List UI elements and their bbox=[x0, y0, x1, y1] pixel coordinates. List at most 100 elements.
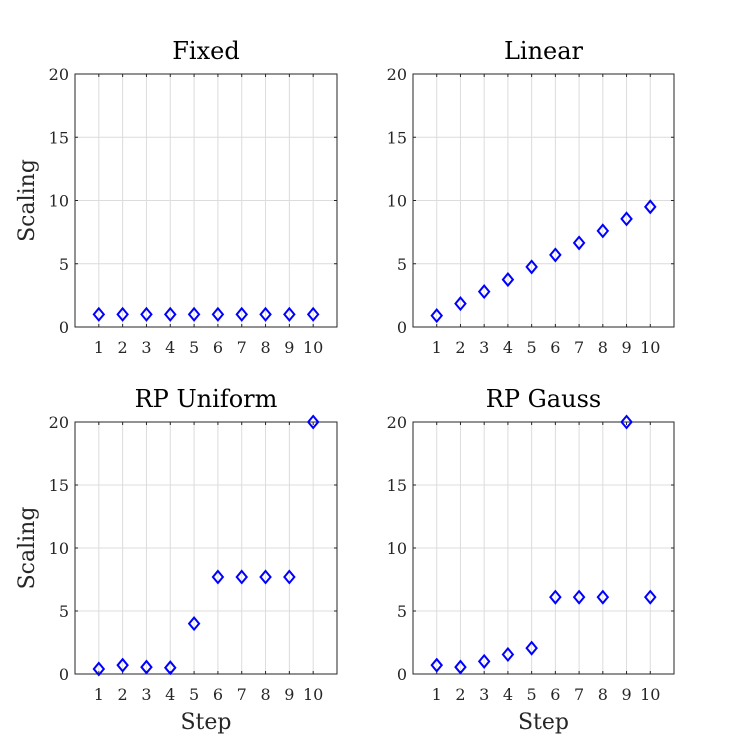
x-axis-label: Step bbox=[518, 710, 569, 735]
x-tick-label: 4 bbox=[503, 338, 513, 357]
x-tick-label: 10 bbox=[303, 338, 323, 357]
data-point bbox=[572, 589, 586, 605]
x-tick-label: 3 bbox=[479, 685, 489, 704]
x-tick-label: 6 bbox=[213, 685, 223, 704]
x-tick-label: 4 bbox=[165, 685, 175, 704]
data-point bbox=[116, 657, 129, 673]
x-tick-label: 10 bbox=[640, 685, 660, 704]
data-point bbox=[477, 284, 491, 300]
x-tick-label: 3 bbox=[141, 338, 151, 357]
y-tick-label: 0 bbox=[59, 318, 69, 337]
y-tick-label: 15 bbox=[387, 476, 407, 495]
data-point bbox=[525, 259, 538, 275]
x-tick-label: 7 bbox=[574, 685, 584, 704]
data-point bbox=[116, 306, 129, 322]
y-tick-label: 15 bbox=[49, 476, 69, 495]
data-point bbox=[525, 640, 538, 656]
data-point bbox=[283, 569, 296, 585]
y-tick-label: 15 bbox=[49, 128, 69, 147]
data-point bbox=[643, 589, 657, 605]
data-point bbox=[620, 414, 633, 430]
y-tick-label: 10 bbox=[387, 539, 407, 558]
y-tick-label: 10 bbox=[49, 192, 69, 211]
x-tick-label: 2 bbox=[455, 685, 465, 704]
data-point bbox=[211, 306, 225, 322]
y-tick-label: 5 bbox=[397, 602, 407, 621]
data-point bbox=[306, 414, 320, 430]
x-tick-label: 5 bbox=[189, 338, 199, 357]
x-tick-label: 9 bbox=[284, 338, 294, 357]
y-tick-label: 10 bbox=[49, 539, 69, 558]
data-point bbox=[549, 247, 562, 263]
x-tick-label: 1 bbox=[432, 685, 442, 704]
data-point bbox=[92, 306, 106, 322]
y-tick-label: 5 bbox=[59, 602, 69, 621]
y-tick-label: 20 bbox=[49, 65, 69, 84]
x-tick-label: 2 bbox=[118, 685, 128, 704]
data-point bbox=[620, 211, 633, 227]
x-tick-label: 5 bbox=[527, 685, 537, 704]
x-tick-label: 2 bbox=[455, 338, 465, 357]
y-tick-label: 0 bbox=[397, 318, 407, 337]
x-tick-label: 7 bbox=[574, 338, 584, 357]
panel-title: Fixed bbox=[172, 37, 239, 65]
data-point bbox=[501, 646, 515, 663]
data-point bbox=[596, 589, 610, 605]
y-tick-label: 5 bbox=[397, 255, 407, 274]
y-tick-label: 10 bbox=[387, 192, 407, 211]
y-tick-label: 15 bbox=[387, 128, 407, 147]
panel-title: RP Gauss bbox=[486, 385, 601, 413]
x-tick-label: 3 bbox=[141, 685, 151, 704]
data-point bbox=[187, 306, 201, 322]
panel-rp-uniform: RP Uniform Scaling Step 1 2 3 4 5 6 7 8 9 1005101… bbox=[15, 385, 338, 735]
x-tick-label: 3 bbox=[479, 338, 489, 357]
x-tick-label: 9 bbox=[621, 338, 631, 357]
data-point bbox=[477, 653, 491, 669]
data-point bbox=[283, 306, 296, 322]
data-point bbox=[140, 659, 153, 675]
y-axis-label: Scaling bbox=[15, 159, 40, 242]
x-tick-label: 5 bbox=[527, 338, 537, 357]
data-point bbox=[235, 569, 249, 585]
y-tick-label: 20 bbox=[387, 65, 407, 84]
x-tick-label: 1 bbox=[94, 338, 104, 357]
x-tick-label: 10 bbox=[640, 338, 660, 357]
data-point bbox=[92, 661, 106, 677]
y-tick-label: 5 bbox=[59, 255, 69, 274]
y-tick-label: 0 bbox=[397, 665, 407, 684]
x-tick-label: 6 bbox=[550, 685, 560, 704]
x-tick-label: 8 bbox=[260, 685, 270, 704]
x-tick-label: 4 bbox=[503, 685, 513, 704]
y-tick-label: 20 bbox=[49, 413, 69, 432]
data-point bbox=[572, 235, 586, 251]
data-point bbox=[259, 306, 272, 322]
data-point bbox=[454, 296, 467, 312]
y-axis-label: Scaling bbox=[15, 507, 40, 590]
data-point bbox=[430, 657, 444, 673]
x-tick-label: 7 bbox=[237, 685, 247, 704]
x-tick-label: 7 bbox=[237, 338, 247, 357]
x-tick-label: 1 bbox=[94, 685, 104, 704]
x-tick-label: 9 bbox=[621, 685, 631, 704]
data-point bbox=[501, 272, 515, 288]
x-tick-label: 6 bbox=[550, 338, 560, 357]
y-tick-label: 0 bbox=[59, 665, 69, 684]
data-point bbox=[187, 616, 201, 632]
panel-title: RP Uniform bbox=[135, 385, 278, 413]
data-point bbox=[163, 660, 177, 676]
x-tick-label: 4 bbox=[165, 338, 175, 357]
x-axis-label: Step bbox=[180, 710, 231, 735]
data-point bbox=[643, 199, 657, 215]
data-point bbox=[259, 569, 272, 585]
data-point bbox=[454, 659, 467, 675]
data-point bbox=[140, 306, 153, 322]
x-tick-label: 10 bbox=[303, 685, 323, 704]
data-point bbox=[549, 589, 562, 605]
data-point bbox=[163, 306, 177, 322]
x-tick-label: 8 bbox=[598, 685, 608, 704]
x-tick-label: 6 bbox=[213, 338, 223, 357]
x-tick-label: 5 bbox=[189, 685, 199, 704]
